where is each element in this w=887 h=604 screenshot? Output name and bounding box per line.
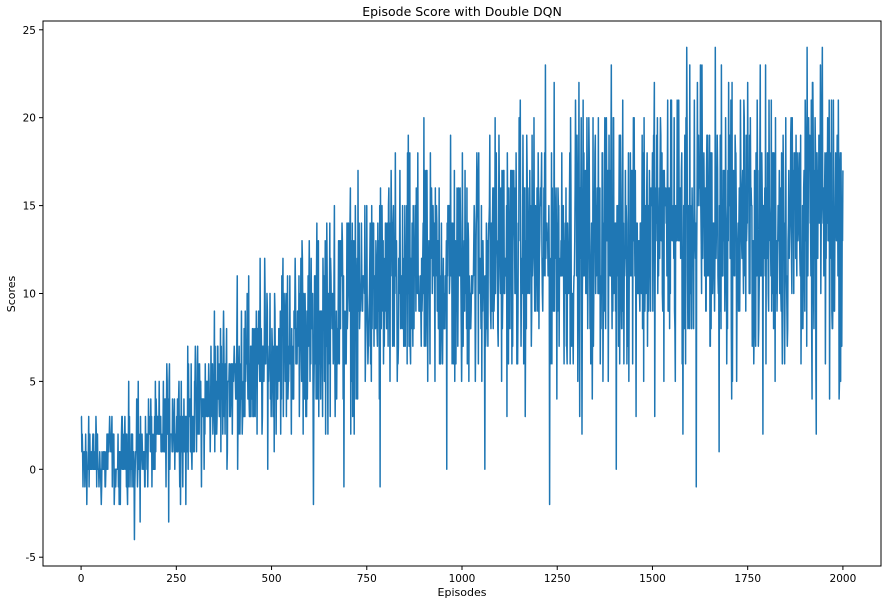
x-axis: 0 250 500 750 1000 1250 1500 1750 2000 [78, 566, 857, 585]
x-tick-label: 1750 [734, 573, 761, 585]
plot-area [80, 46, 844, 541]
score-series-line [80, 46, 844, 541]
y-tick-label: -5 [26, 552, 36, 564]
y-tick-label: 15 [23, 201, 36, 213]
y-axis-title: Scores [5, 275, 18, 312]
y-tick-label: 10 [23, 289, 36, 301]
x-axis-title: Episodes [438, 586, 487, 599]
x-tick-label: 1500 [639, 573, 666, 585]
x-tick-label: 500 [262, 573, 282, 585]
x-tick-label: 750 [357, 573, 377, 585]
x-tick-label: 1000 [449, 573, 476, 585]
chart-title: Episode Score with Double DQN [362, 4, 562, 19]
x-tick-label: 2000 [830, 573, 857, 585]
x-tick-label: 250 [166, 573, 186, 585]
x-tick-label: 0 [78, 573, 85, 585]
y-axis: -5 0 5 10 15 20 25 [23, 25, 43, 564]
y-tick-label: 5 [29, 376, 36, 388]
y-tick-label: 20 [23, 113, 36, 125]
x-tick-label: 1250 [544, 573, 571, 585]
y-tick-label: 0 [29, 464, 36, 476]
y-tick-label: 25 [23, 25, 36, 37]
